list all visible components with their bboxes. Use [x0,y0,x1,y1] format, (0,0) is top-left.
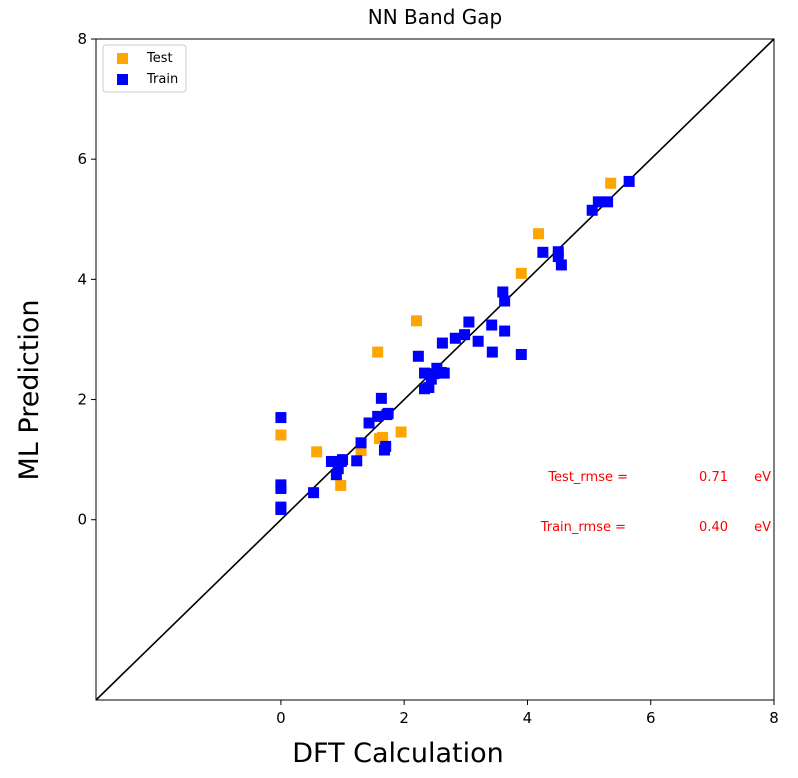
x-tick-label: 0 [276,709,286,727]
train-point-7 [330,469,342,481]
y-tick-label: 2 [77,391,87,409]
train-point-34 [486,319,498,331]
x-tick-label: 2 [399,709,409,727]
train-point-47 [623,175,635,187]
test-point-3 [355,445,367,457]
train-point-19 [382,407,394,419]
train-point-13 [363,417,375,429]
y-tick-label: 8 [77,30,87,48]
train-point-6 [325,455,337,467]
test-point-6 [377,431,389,443]
train-point-36 [497,286,509,298]
x-tick-label: 4 [523,709,533,727]
y-tick-label: 6 [77,150,87,168]
y-axis-label: ML Prediction [14,299,45,480]
rmse-annotations: Test_rmse = 0.71 eV Train_rmse = 0.40 eV [540,470,771,535]
train-point-14 [372,410,384,422]
chart-title: NN Band Gap [368,5,502,29]
train-point-32 [463,316,475,328]
train-point-35 [486,346,498,358]
test-point-2 [335,479,347,491]
legend-swatch-test [117,53,128,64]
legend-label-test: Test [146,51,173,66]
train-point-43 [555,259,567,271]
test-point-11 [605,177,617,189]
train-rmse-value: 0.40 [699,520,728,535]
train-point-20 [412,350,424,362]
x-tick-label: 6 [646,709,656,727]
test-point-0 [275,429,287,441]
train-point-42 [552,251,564,263]
train-point-5 [308,487,320,499]
train-point-40 [537,246,549,258]
test-point-9 [515,267,527,279]
train-point-46 [602,196,614,208]
train-point-8 [332,463,344,475]
data-points-layer [275,175,635,516]
train-point-17 [380,440,392,452]
legend-label-train: Train [146,72,178,87]
train-point-23 [423,382,435,394]
test-rmse-value: 0.71 [699,470,728,485]
train-point-28 [436,337,448,349]
train-point-11 [351,455,363,467]
test-point-8 [411,315,423,327]
legend: Test Train [102,44,187,93]
train-point-4 [275,504,287,516]
train-point-37 [499,295,511,307]
test-point-4 [372,346,384,358]
train-point-30 [449,332,461,344]
train-point-2 [275,482,287,494]
test-point-7 [395,426,407,438]
plot-frame [95,38,775,701]
train-point-0 [275,412,287,424]
train-point-29 [438,367,450,379]
test-rmse-unit: eV [754,470,771,485]
train-point-15 [375,392,387,404]
x-tick-label: 8 [769,709,779,727]
test-point-10 [533,228,545,240]
train-point-21 [419,367,431,379]
train-point-39 [515,348,527,360]
legend-swatch-train [117,74,128,85]
train-point-10 [337,454,349,466]
axis-ticks: 0 2 4 6 8 0 2 4 6 8 [77,30,778,727]
train-point-45 [592,196,604,208]
train-point-31 [459,329,471,341]
test-rmse-label: Test_rmse = [547,470,628,485]
x-axis-label: DFT Calculation [292,738,504,769]
test-point-1 [311,446,323,458]
train-point-12 [355,437,367,449]
train-rmse-label: Train_rmse = [540,520,626,535]
y-tick-label: 4 [77,270,87,288]
train-point-38 [499,325,511,337]
train-point-44 [586,204,598,216]
train-point-33 [472,335,484,347]
train-rmse-unit: eV [754,520,771,535]
y-tick-label: 0 [77,511,87,529]
